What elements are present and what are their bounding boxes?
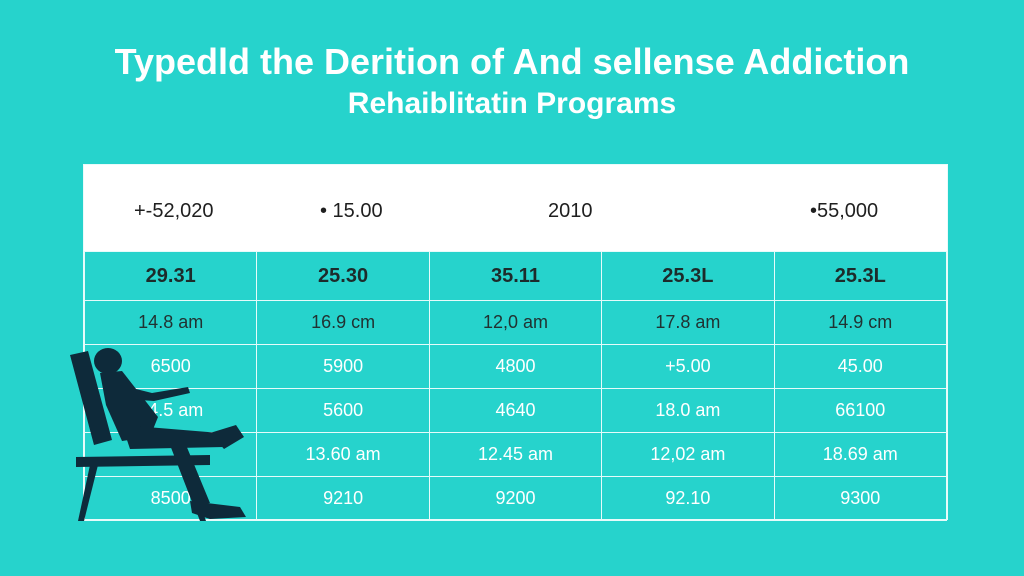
header-cell: +-52,020 — [134, 200, 214, 222]
title-line-1: Typedld the Derition of And sellense Add… — [114, 41, 910, 82]
table-cell: 16.9 cm — [256, 300, 430, 345]
table-cell: 12,0 am — [428, 300, 603, 345]
table-cell: 9200 — [428, 476, 603, 521]
table-cell: 45.00 — [773, 344, 948, 389]
table-row: 14.8 am 16.9 cm 12,0 am 17.8 am 14.9 cm — [83, 300, 948, 345]
table-cell: 12,02 am — [601, 432, 775, 477]
table-header-row: +-52,020 • 15.00 2010 •55,000 — [84, 165, 947, 251]
table-cell: 4640 — [428, 388, 603, 433]
table-cell: 92.10 — [601, 476, 775, 521]
table-cell: +5.00 — [601, 344, 775, 389]
table-cell: 5600 — [256, 388, 430, 433]
table-cell: 5900 — [256, 344, 430, 389]
table-cell: 17.8 am — [601, 300, 775, 345]
header-cell: •55,000 — [810, 200, 879, 222]
person-in-reclining-chair-silhouette-icon — [70, 348, 246, 521]
table-cell: 9210 — [256, 476, 430, 521]
table-row: 8500 9210 9200 92.10 9300 — [83, 476, 948, 521]
table-cell: 4800 — [428, 344, 603, 389]
table-cell: 13.60 am — [256, 432, 430, 477]
table-cell: 12.45 am — [428, 432, 603, 477]
table-cell: 14.9 cm — [773, 300, 948, 345]
data-table: +-52,020 • 15.00 2010 •55,000 29.31 25.3… — [83, 164, 948, 521]
table-body: 29.31 25.30 35.11 25.3L 25.3L 14.8 am 16… — [83, 251, 948, 521]
table-cell: 66100 — [773, 388, 948, 433]
table-row: 29.31 25.30 35.11 25.3L 25.3L — [83, 251, 948, 301]
table-cell: 29.31 — [83, 251, 258, 301]
header-cell: • 15.00 — [320, 200, 383, 222]
table-cell: 8500 — [83, 476, 258, 521]
table-cell: 18.69 am — [773, 432, 948, 477]
table-cell: 18.0 am — [601, 388, 775, 433]
table-cell: 25.3L — [773, 251, 948, 301]
table-cell: 9300 — [773, 476, 948, 521]
title-line-2: Rehaiblitatin Programs — [347, 87, 677, 120]
page-title: Typedld the Derition of And sellense Add… — [0, 40, 1024, 124]
table-cell: 35.11 — [428, 251, 603, 301]
header-cell: 2010 — [548, 200, 593, 222]
table-cell: 14.8 am — [83, 300, 258, 345]
table-cell: 25.3L — [601, 251, 775, 301]
table-cell: 25.30 — [256, 251, 430, 301]
